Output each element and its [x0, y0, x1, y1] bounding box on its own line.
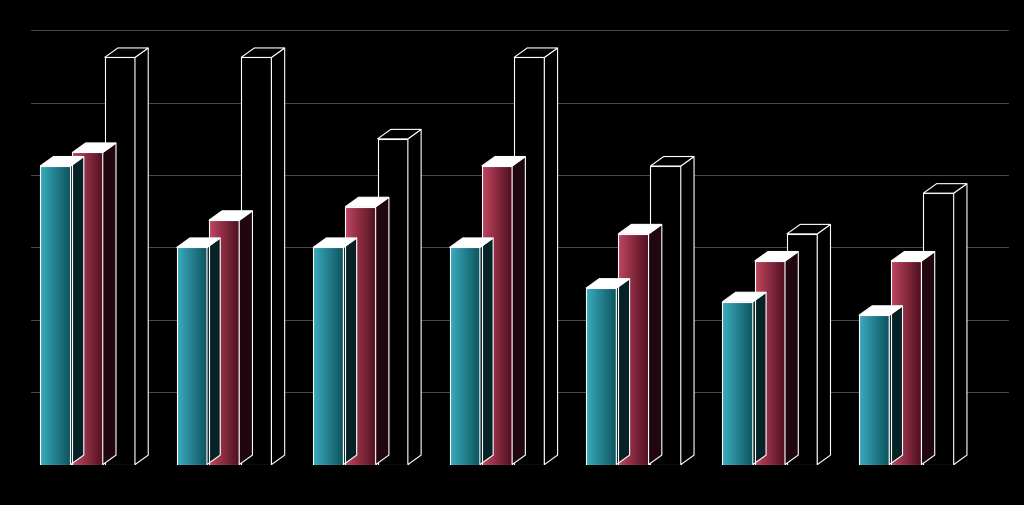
Polygon shape [135, 48, 148, 465]
Polygon shape [723, 292, 766, 302]
Polygon shape [545, 48, 558, 465]
Polygon shape [209, 211, 253, 220]
Polygon shape [616, 279, 630, 465]
Polygon shape [817, 224, 830, 465]
Polygon shape [648, 224, 662, 465]
Polygon shape [924, 193, 953, 465]
Polygon shape [71, 157, 84, 465]
Polygon shape [450, 238, 494, 247]
Polygon shape [786, 234, 817, 465]
Polygon shape [345, 197, 389, 207]
Polygon shape [514, 48, 558, 58]
Polygon shape [378, 129, 421, 139]
Polygon shape [786, 224, 830, 234]
Polygon shape [104, 48, 148, 58]
Polygon shape [376, 197, 389, 465]
Polygon shape [241, 58, 271, 465]
Polygon shape [177, 238, 220, 247]
Polygon shape [241, 48, 285, 58]
Polygon shape [785, 251, 799, 465]
Polygon shape [681, 157, 694, 465]
Polygon shape [73, 143, 116, 153]
Polygon shape [313, 238, 356, 247]
Polygon shape [512, 157, 525, 465]
Polygon shape [481, 157, 525, 166]
Polygon shape [924, 184, 967, 193]
Polygon shape [480, 238, 494, 465]
Polygon shape [102, 143, 116, 465]
Polygon shape [753, 292, 766, 465]
Polygon shape [40, 157, 84, 166]
Polygon shape [953, 184, 967, 465]
Polygon shape [271, 48, 285, 465]
Polygon shape [378, 139, 408, 465]
Polygon shape [586, 279, 630, 288]
Polygon shape [514, 58, 545, 465]
Polygon shape [104, 58, 135, 465]
Polygon shape [207, 238, 220, 465]
Polygon shape [343, 238, 356, 465]
Polygon shape [755, 251, 799, 261]
Polygon shape [859, 306, 902, 315]
Polygon shape [889, 306, 902, 465]
Polygon shape [650, 166, 681, 465]
Polygon shape [922, 251, 935, 465]
Polygon shape [891, 251, 935, 261]
Polygon shape [240, 211, 253, 465]
Polygon shape [618, 224, 662, 234]
Polygon shape [408, 129, 421, 465]
Polygon shape [650, 157, 694, 166]
